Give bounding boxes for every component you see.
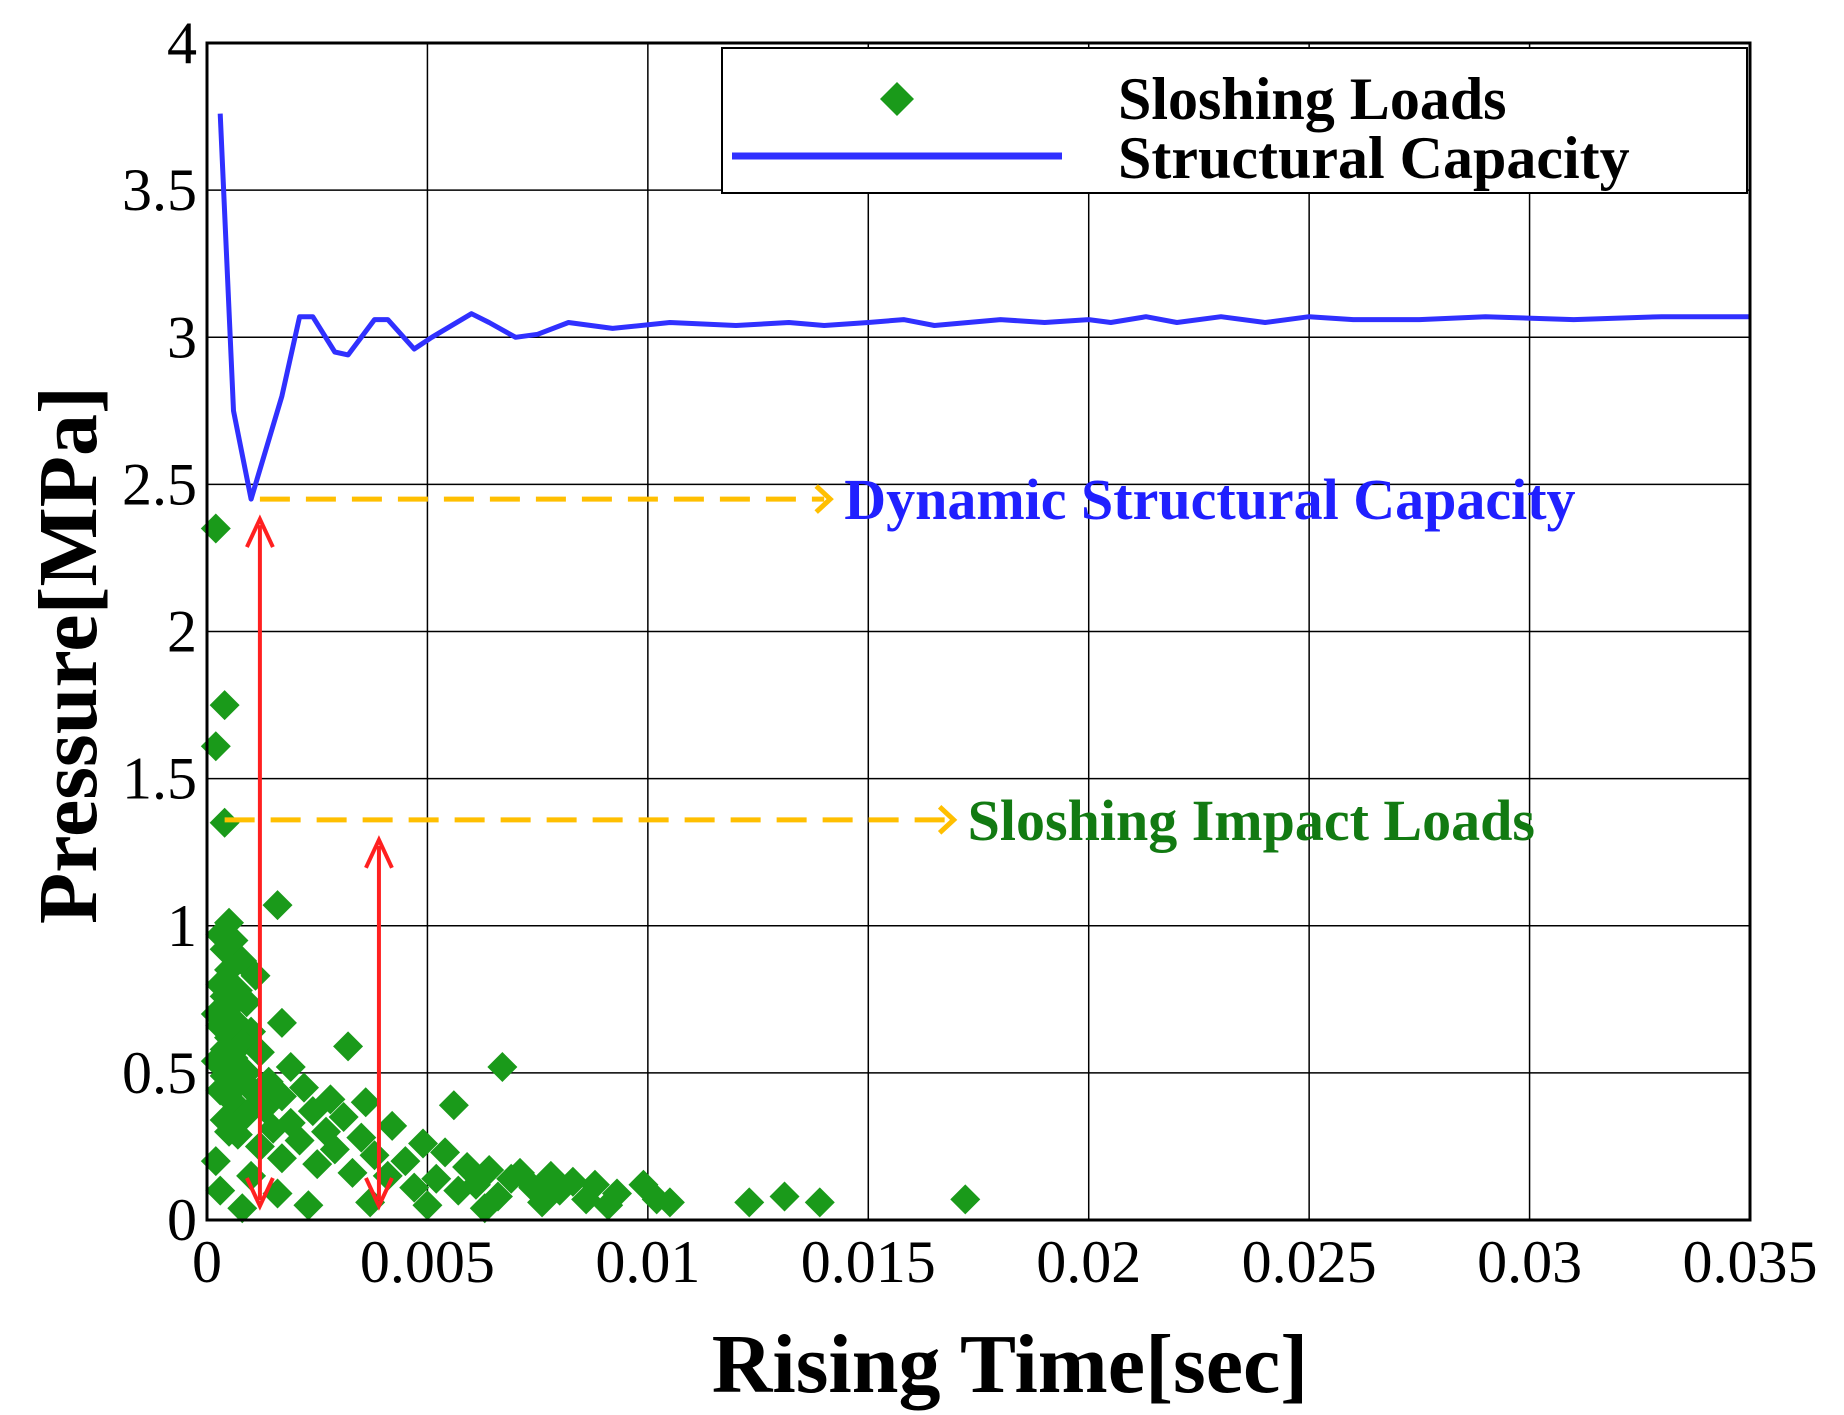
sloshing-load-point: [527, 1187, 558, 1218]
legend-box: [721, 47, 1748, 194]
sloshing-load-point: [209, 807, 240, 838]
y-tick-label: 1.5: [122, 746, 197, 812]
sloshing-load-point: [593, 1190, 624, 1221]
sloshing-load-point: [258, 1113, 289, 1144]
sloshing-load-point: [346, 1122, 377, 1153]
x-tick-label: 0.025: [1242, 1229, 1377, 1295]
annotation-label: Dynamic Structural Capacity: [844, 467, 1575, 532]
sloshing-load-point: [275, 1051, 306, 1082]
sloshing-load-point: [412, 1190, 443, 1221]
sloshing-load-point: [205, 1175, 236, 1206]
sloshing-load-point: [209, 690, 240, 721]
x-tick-label: 0.035: [1683, 1229, 1818, 1295]
y-tick-label: 3: [167, 304, 197, 370]
sloshing-load-point: [571, 1184, 602, 1215]
x-tick-label: 0.015: [801, 1229, 936, 1295]
sloshing-load-point: [302, 1149, 333, 1180]
tick-labels: 0 0.005 0.01 0.015 0.02 0.025 0.03 0.035 0 0.5 1 1.…: [122, 10, 1818, 1295]
sloshing-load-point: [328, 1102, 359, 1133]
sloshing-loads-series: [200, 513, 981, 1224]
x-tick-label: 0: [192, 1229, 222, 1295]
sloshing-load-point: [218, 1004, 249, 1035]
sloshing-load-point: [804, 1187, 835, 1218]
x-tick-label: 0.03: [1477, 1229, 1582, 1295]
sloshing-load-point: [200, 513, 231, 544]
sloshing-load-point: [438, 1090, 469, 1121]
x-tick-label: 0.02: [1036, 1229, 1141, 1295]
annotation-arrowhead-bottom: [245, 1177, 275, 1211]
x-tick-label: 0.005: [360, 1229, 495, 1295]
grid: [206, 42, 1751, 1221]
annotations: Dynamic Structural Capacity Sloshing Impa…: [224, 467, 1576, 1211]
sloshing-load-point: [236, 1160, 267, 1191]
sloshing-load-point: [333, 1031, 364, 1062]
legend-marker-sloshing-loads: [880, 82, 914, 116]
sloshing-load-point: [262, 890, 293, 921]
sloshing-load-point: [950, 1184, 981, 1215]
y-tick-label: 3.5: [122, 157, 197, 223]
annotation-label: Sloshing Impact Loads: [968, 788, 1535, 853]
y-tick-label: 0.5: [122, 1040, 197, 1106]
sloshing-load-point: [408, 1128, 439, 1159]
sloshing-load-point: [200, 1146, 231, 1177]
structural-capacity-series: [217, 113, 1750, 502]
sloshing-load-point: [769, 1181, 800, 1212]
y-tick-label: 0: [167, 1187, 197, 1253]
sloshing-load-point: [399, 1172, 430, 1203]
sloshing-load-point: [430, 1137, 461, 1168]
sloshing-load-point: [297, 1096, 328, 1127]
sloshing-load-point: [266, 1143, 297, 1174]
sloshing-load-point: [443, 1175, 474, 1206]
sloshing-load-point: [227, 1193, 258, 1224]
y-tick-label: 4: [167, 10, 197, 76]
sloshing-load-point: [288, 1072, 319, 1103]
x-axis-title: Rising Time[sec]: [712, 1318, 1309, 1411]
sloshing-load-point: [496, 1163, 527, 1194]
legend-label-sloshing-loads: Sloshing Loads: [1118, 66, 1507, 132]
annotation-arrowhead-top: [364, 835, 394, 869]
y-tick-label: 1: [167, 893, 197, 959]
sloshing-load-point: [284, 1125, 315, 1156]
sloshing-load-point: [319, 1134, 350, 1165]
plot-frame: [205, 41, 1752, 1222]
sloshing-load-point: [377, 1110, 408, 1141]
sloshing-load-point: [350, 1087, 381, 1118]
sloshing-load-point: [200, 731, 231, 762]
y-axis-title: Pressure[MPa]: [22, 386, 115, 924]
sloshing-load-point: [469, 1193, 500, 1224]
sloshing-load-point: [487, 1051, 518, 1082]
sloshing-load-point: [359, 1140, 390, 1171]
y-tick-label: 2: [167, 599, 197, 665]
structural-capacity-line: [217, 113, 1750, 502]
sloshing-load-point: [734, 1187, 765, 1218]
sloshing-load-point: [293, 1190, 324, 1221]
sloshing-load-point: [240, 960, 271, 991]
sloshing-load-point: [214, 1116, 245, 1147]
sloshing-load-point: [390, 1146, 421, 1177]
sloshing-load-point: [654, 1187, 685, 1218]
sloshing-load-point: [266, 1007, 297, 1038]
annotation-arrowhead-top: [245, 514, 275, 548]
legend: Sloshing Loads Structural Capacity: [721, 47, 1748, 194]
y-tick-label: 2.5: [122, 451, 197, 517]
sloshing-load-point: [337, 1157, 368, 1188]
annotation-guide-arrowhead: [937, 804, 958, 835]
legend-label-structural-capacity: Structural Capacity: [1118, 125, 1630, 191]
x-tick-label: 0.01: [595, 1229, 700, 1295]
annotation-guide-arrowhead: [814, 484, 834, 514]
annotation-arrowhead-bottom: [364, 1177, 394, 1211]
sloshing-load-point: [421, 1163, 452, 1194]
